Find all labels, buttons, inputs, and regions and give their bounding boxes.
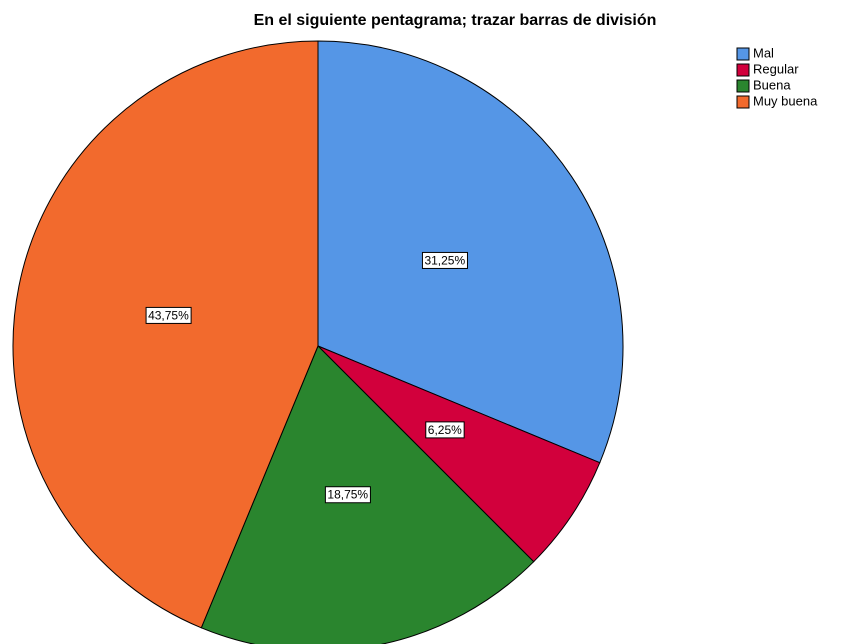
legend-swatch bbox=[736, 79, 750, 93]
legend-swatch bbox=[736, 95, 750, 109]
pie-slice bbox=[317, 345, 601, 563]
legend-swatch bbox=[736, 47, 750, 61]
data-label: 31,25% bbox=[424, 253, 465, 267]
data-label: 43,75% bbox=[148, 308, 189, 322]
legend-label: Mal bbox=[753, 45, 774, 60]
chart-title: En el siguiente pentagrama; trazar barra… bbox=[254, 12, 657, 29]
data-label-box bbox=[145, 306, 192, 324]
legend-label: Muy buena bbox=[753, 93, 818, 108]
legend-label: Buena bbox=[753, 77, 791, 92]
data-label: 6,25% bbox=[428, 423, 462, 437]
data-label: 18,75% bbox=[327, 488, 368, 502]
legend-swatch bbox=[736, 63, 750, 77]
pie-slice bbox=[317, 40, 624, 464]
data-label-box bbox=[324, 486, 371, 504]
pie-slice bbox=[12, 40, 319, 629]
legend-label: Regular bbox=[753, 61, 799, 76]
data-label-box bbox=[425, 421, 465, 439]
data-label-box bbox=[421, 251, 468, 269]
